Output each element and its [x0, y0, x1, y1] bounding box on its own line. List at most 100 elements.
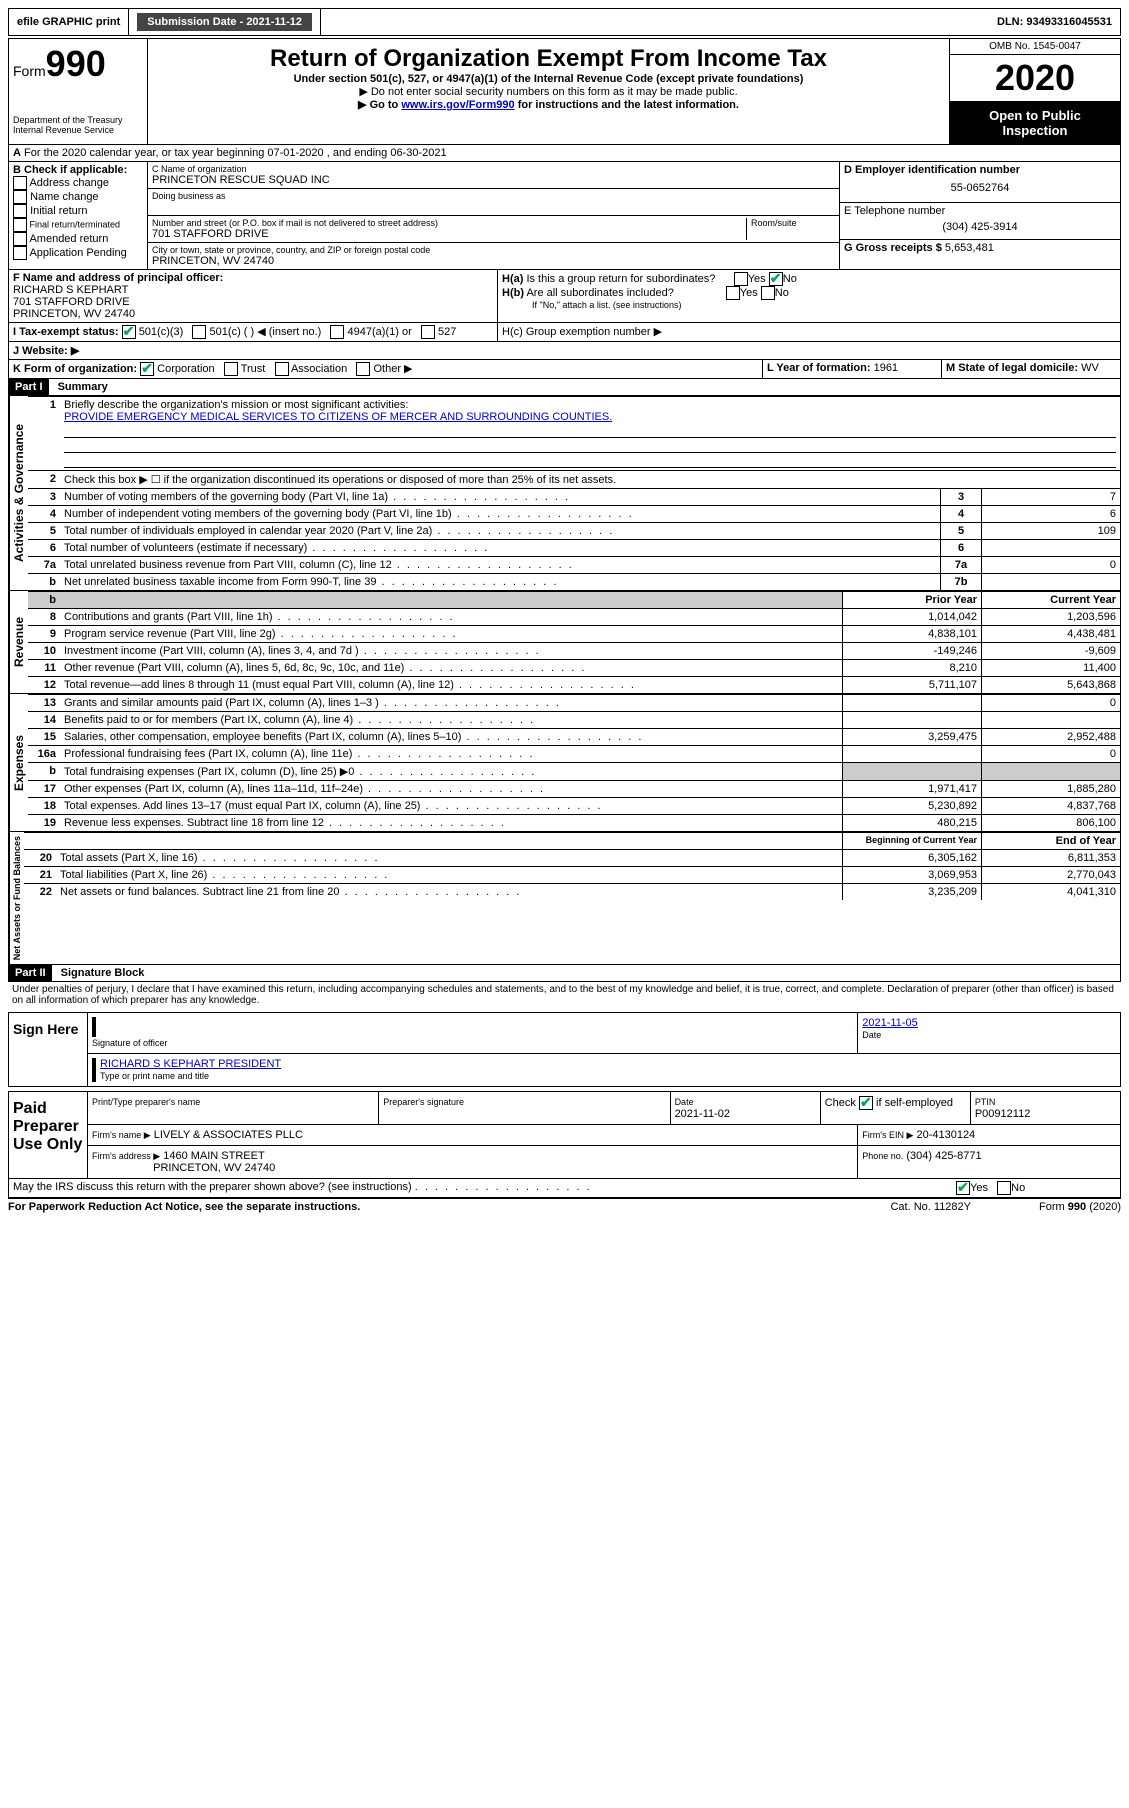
- box-k-label: K Form of organization:: [13, 363, 137, 375]
- firm-ein-label: Firm's EIN ▶: [862, 1130, 913, 1140]
- table-row: 13Grants and similar amounts paid (Part …: [28, 695, 1120, 712]
- table-row: 16aProfessional fundraising fees (Part I…: [28, 746, 1120, 763]
- sign-here-block: Sign Here Signature of officer 2021-11-0…: [8, 1012, 1121, 1087]
- ptin-label: PTIN: [975, 1097, 996, 1107]
- hb: H(b) Are all subordinates included? Yes …: [502, 286, 1116, 300]
- firm-name-label: Firm's name ▶: [92, 1130, 151, 1140]
- top-bar: efile GRAPHIC print Submission Date - 20…: [8, 8, 1121, 36]
- dba-label: Doing business as: [152, 191, 835, 201]
- sign-here-label: Sign Here: [9, 1013, 88, 1086]
- officer-name: RICHARD S KEPHART: [13, 284, 128, 296]
- tax-status-block: I Tax-exempt status: 501(c)(3) 501(c) ( …: [8, 323, 1121, 342]
- type-name-label: Type or print name and title: [100, 1071, 209, 1081]
- table-row: 10Investment income (Part VIII, column (…: [28, 643, 1120, 660]
- footer-right: Form 990 (2020): [971, 1201, 1121, 1213]
- firm-phone: (304) 425-8771: [906, 1150, 981, 1162]
- perjury-text: Under penalties of perjury, I declare th…: [8, 982, 1121, 1008]
- pp-date-label: Date: [675, 1097, 694, 1107]
- form-subtitle: Under section 501(c), 527, or 4947(a)(1)…: [154, 73, 943, 85]
- ha: H(a) Is this a group return for subordin…: [502, 272, 1116, 286]
- pp-date: 2021-11-02: [675, 1108, 730, 1120]
- hc: H(c) Group exemption number ▶: [498, 323, 1120, 341]
- firm-addr1: 1460 MAIN STREET: [163, 1150, 264, 1162]
- box-d-label: D Employer identification number: [844, 164, 1020, 176]
- table-row: 15Salaries, other compensation, employee…: [28, 729, 1120, 746]
- table-row: 4Number of independent voting members of…: [28, 506, 1120, 523]
- table-row: 20Total assets (Part X, line 16)6,305,16…: [24, 850, 1120, 867]
- firm-name: LIVELY & ASSOCIATES PLLC: [154, 1129, 303, 1141]
- box-m-label: M State of legal domicile:: [946, 362, 1078, 374]
- instruction-2: ▶ Go to www.irs.gov/Form990 for instruct…: [154, 98, 943, 111]
- table-row: 5Total number of individuals employed in…: [28, 523, 1120, 540]
- org-address: 701 STAFFORD DRIVE: [152, 228, 746, 240]
- section-net: Net Assets or Fund Balances: [9, 832, 24, 964]
- line-1-label: Briefly describe the organization's miss…: [64, 399, 408, 411]
- sig-officer-label: Signature of officer: [92, 1038, 167, 1048]
- officer-print-name[interactable]: RICHARD S KEPHART PRESIDENT: [100, 1058, 281, 1070]
- org-name: PRINCETON RESCUE SQUAD INC: [152, 174, 835, 186]
- line-a: A For the 2020 calendar year, or tax yea…: [8, 145, 1121, 162]
- section-revenue: Revenue: [9, 591, 28, 693]
- room-label: Room/suite: [751, 218, 831, 228]
- table-row: 3Number of voting members of the governi…: [28, 489, 1120, 506]
- opt-address-change: Address change: [13, 176, 143, 190]
- part-2-header: Part II Signature Block: [8, 965, 1121, 982]
- state-domicile: WV: [1081, 362, 1099, 374]
- form-header: Form990 Department of the Treasury Inter…: [8, 38, 1121, 145]
- form-title: Return of Organization Exempt From Incom…: [154, 45, 943, 73]
- firm-ein: 20-4130124: [916, 1129, 975, 1141]
- footer: For Paperwork Reduction Act Notice, see …: [8, 1198, 1121, 1215]
- box-g-label: G Gross receipts $: [844, 242, 942, 254]
- part-1-body: Activities & Governance 1 Briefly descri…: [8, 396, 1121, 591]
- opt-initial-return: Initial return: [13, 204, 143, 218]
- submission-date: Submission Date - 2021-11-12: [129, 9, 321, 35]
- table-row: 6Total number of volunteers (estimate if…: [28, 540, 1120, 557]
- officer-addr2: PRINCETON, WV 24740: [13, 308, 135, 320]
- year-formation: 1961: [874, 362, 898, 374]
- form-org-block: K Form of organization: Corporation Trus…: [8, 360, 1121, 379]
- discuss-row: May the IRS discuss this return with the…: [8, 1179, 1121, 1198]
- pp-name-label: Print/Type preparer's name: [92, 1097, 200, 1107]
- instruction-1: ▶ Do not enter social security numbers o…: [154, 85, 943, 98]
- firm-addr-label: Firm's address ▶: [92, 1151, 160, 1161]
- omb-number: OMB No. 1545-0047: [950, 39, 1120, 55]
- paid-preparer-label: Paid Preparer Use Only: [9, 1092, 88, 1178]
- form-number: 990: [46, 43, 106, 84]
- box-e-label: E Telephone number: [844, 205, 945, 217]
- table-row: 11Other revenue (Part VIII, column (A), …: [28, 660, 1120, 677]
- pp-self-employed: Check if self-employed: [825, 1097, 953, 1109]
- open-public: Open to PublicInspection: [950, 102, 1120, 144]
- box-b-label: B Check if applicable:: [13, 164, 127, 176]
- table-row: 21Total liabilities (Part X, line 26)3,0…: [24, 867, 1120, 884]
- gross-receipts: 5,653,481: [945, 242, 994, 254]
- website-block: J Website: ▶: [8, 342, 1121, 360]
- table-row: 7aTotal unrelated business revenue from …: [28, 557, 1120, 574]
- box-l-label: L Year of formation:: [767, 362, 871, 374]
- irs-link[interactable]: www.irs.gov/Form990: [401, 99, 514, 111]
- officer-addr1: 701 STAFFORD DRIVE: [13, 296, 130, 308]
- dept-irs: Internal Revenue Service: [13, 125, 143, 135]
- ein: 55-0652764: [844, 176, 1116, 200]
- tax-year: 2020: [950, 55, 1120, 102]
- line-2: Check this box ▶ ☐ if the organization d…: [60, 471, 1120, 489]
- addr-label: Number and street (or P.O. box if mail i…: [152, 218, 746, 228]
- mission-text[interactable]: PROVIDE EMERGENCY MEDICAL SERVICES TO CI…: [64, 411, 612, 423]
- table-row: 9Program service revenue (Part VIII, lin…: [28, 626, 1120, 643]
- org-city: PRINCETON, WV 24740: [152, 255, 835, 267]
- opt-amended: Amended return: [13, 232, 143, 246]
- identity-block: B Check if applicable: Address change Na…: [8, 162, 1121, 270]
- part-1-netassets: Net Assets or Fund Balances Beginning of…: [8, 832, 1121, 965]
- section-governance: Activities & Governance: [9, 396, 28, 590]
- part-1-header: Part I Summary: [8, 379, 1121, 396]
- firm-phone-label: Phone no.: [862, 1151, 903, 1161]
- table-row: 18Total expenses. Add lines 13–17 (must …: [28, 798, 1120, 815]
- form-word: Form: [13, 63, 46, 79]
- date-label: Date: [862, 1030, 881, 1040]
- footer-mid: Cat. No. 11282Y: [890, 1201, 971, 1213]
- section-expenses: Expenses: [9, 694, 28, 831]
- sig-date[interactable]: 2021-11-05: [862, 1017, 917, 1029]
- opt-name-change: Name change: [13, 190, 143, 204]
- ptin: P00912112: [975, 1108, 1030, 1120]
- pp-sig-label: Preparer's signature: [383, 1097, 464, 1107]
- hb-note: If "No," attach a list. (see instruction…: [502, 300, 1116, 310]
